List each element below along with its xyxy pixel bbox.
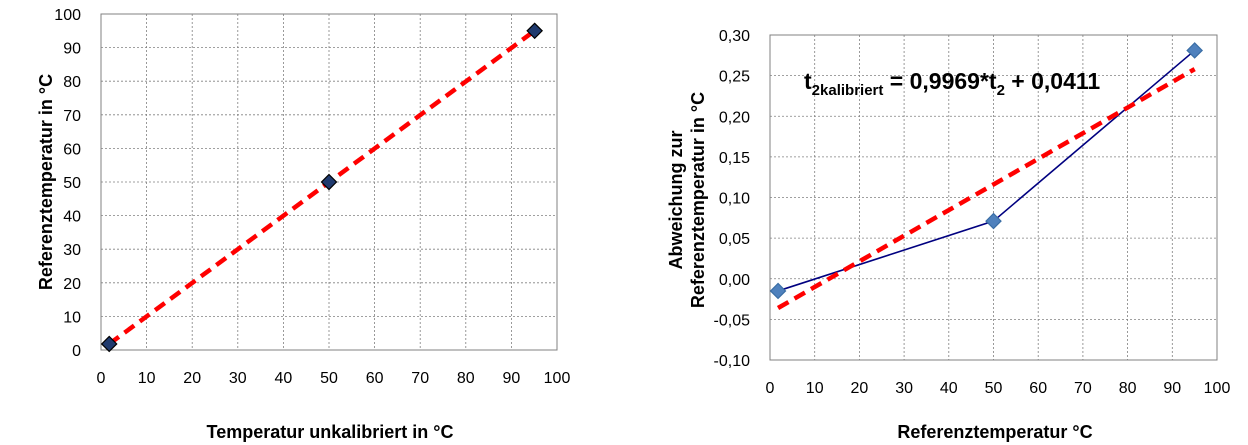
chart-2-y-axis-title-line-1: Abweichung zur	[666, 131, 686, 270]
x-tick-label: 0	[766, 380, 775, 397]
x-tick-label: 100	[544, 370, 571, 387]
y-tick-label: 50	[63, 175, 81, 192]
x-tick-label: 20	[183, 370, 201, 387]
y-tick-label: 0	[72, 343, 81, 360]
x-tick-label: 80	[457, 370, 475, 387]
y-tick-label: 0,00	[719, 272, 750, 289]
y-tick-label: 70	[63, 108, 81, 125]
chart-1-x-tick-labels: 0 10 20 30 40 50 60 70 80 90 100	[97, 370, 571, 387]
trendline	[107, 28, 536, 346]
y-tick-label: 30	[63, 242, 81, 259]
chart-2-y-tick-labels: -0,10 -0,05 0,00 0,05 0,10 0,15 0,20 0,25 0,30	[714, 28, 751, 370]
chart-2-x-tick-labels: 0 10 20 30 40 50 60 70 80 90 100	[766, 380, 1231, 397]
x-tick-label: 60	[366, 370, 384, 387]
y-tick-label: 0,15	[719, 150, 750, 167]
y-tick-label: 40	[63, 209, 81, 226]
x-tick-label: 0	[97, 370, 106, 387]
y-tick-label: 0,20	[719, 109, 750, 126]
chart-1-y-axis-title: Referenztemperatur in °C	[36, 74, 56, 290]
chart-1-y-tick-labels: 0 10 20 30 40 50 60 70 80 90 100	[54, 7, 81, 360]
equation-subscript-1: 2kalibriert	[812, 82, 884, 99]
data-point-marker	[526, 22, 544, 40]
chart-2-series	[769, 42, 1203, 310]
equation-tail: + 0,0411	[1005, 68, 1100, 94]
x-tick-label: 60	[1029, 380, 1047, 397]
data-point-marker	[769, 282, 787, 300]
chart-1: 0 10 20 30 40 50 60 70 80 90 100 0 10 20 30 40 50 60 70 80…	[36, 7, 570, 442]
chart-2-gridlines	[770, 35, 1217, 360]
equation-subscript-2: 2	[997, 82, 1005, 99]
data-point-marker	[100, 335, 118, 353]
chart-2: -0,10 -0,05 0,00 0,05 0,10 0,15 0,20 0,25 0,30 0…	[666, 28, 1230, 442]
equation-middle: = 0,9969*t	[883, 68, 997, 94]
x-tick-label: 40	[940, 380, 958, 397]
data-point-marker	[985, 212, 1002, 230]
y-tick-label: 90	[63, 41, 81, 58]
y-tick-label: 100	[54, 7, 81, 24]
chart-2-y-axis-title-line-2: Referenztemperatur in °C	[688, 92, 708, 308]
y-tick-label: 20	[63, 276, 81, 293]
x-tick-label: 70	[411, 370, 429, 387]
y-tick-label: 10	[63, 309, 81, 326]
x-tick-label: 70	[1074, 380, 1092, 397]
x-tick-label: 30	[229, 370, 247, 387]
x-tick-label: 50	[320, 370, 338, 387]
chart-1-plot-area	[100, 13, 558, 351]
x-tick-label: 40	[275, 370, 293, 387]
y-tick-label: 80	[63, 74, 81, 91]
x-tick-label: 100	[1204, 380, 1231, 397]
x-tick-label: 50	[985, 380, 1003, 397]
x-tick-label: 80	[1119, 380, 1137, 397]
chart-2-regression-equation: t2kalibriert = 0,9969*t2 + 0,0411	[804, 68, 1100, 99]
chart-2-plot-area	[769, 34, 1218, 361]
y-tick-label: 0,10	[719, 191, 750, 208]
x-tick-label: 10	[138, 370, 156, 387]
y-tick-label: 0,05	[719, 231, 750, 248]
x-tick-label: 10	[806, 380, 824, 397]
y-tick-label: 0,30	[719, 28, 750, 45]
equation-main: t	[804, 68, 812, 94]
y-tick-label: 60	[63, 141, 81, 158]
x-tick-label: 30	[895, 380, 913, 397]
data-point-marker	[320, 173, 338, 191]
y-tick-label: 0,25	[719, 69, 750, 86]
y-tick-label: -0,05	[714, 312, 751, 329]
trendline	[776, 67, 1196, 310]
chart-2-x-axis-title: Referenztemperatur °C	[897, 422, 1092, 442]
x-tick-label: 20	[851, 380, 869, 397]
x-tick-label: 90	[1163, 380, 1181, 397]
x-tick-label: 90	[503, 370, 521, 387]
data-point-marker	[1186, 42, 1203, 59]
chart-1-x-axis-title: Temperatur unkalibriert in °C	[207, 422, 454, 442]
y-tick-label: -0,10	[714, 353, 751, 370]
chart-1-series	[100, 22, 544, 353]
